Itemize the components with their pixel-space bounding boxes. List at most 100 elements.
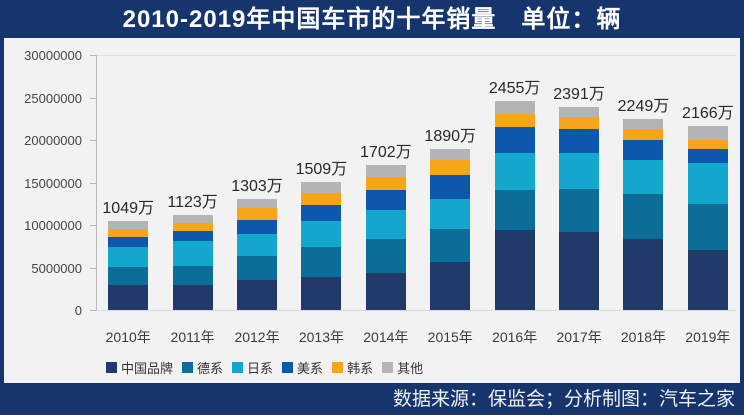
y-tick-mark (90, 140, 96, 141)
legend-item: 韩系 (332, 358, 373, 377)
bar-segment (430, 228, 471, 262)
bar-slot: 2391万 (547, 38, 611, 310)
bar-slot: 1702万 (354, 38, 418, 310)
bar-segment (559, 153, 600, 189)
y-tick-mark (90, 267, 96, 269)
bar-total-label: 1303万 (231, 178, 283, 196)
bar-segment (430, 149, 471, 161)
bar-segment (687, 125, 728, 141)
legend-item: 美系 (282, 358, 323, 377)
bar-segment (237, 199, 278, 208)
legend-label: 美系 (297, 361, 324, 376)
stacked-bar (108, 220, 149, 310)
legend-swatch (182, 362, 194, 373)
plot-panel: 0 5000000 10000000 15000000 20000000 25000000… (4, 38, 740, 383)
y-tick-mark (90, 310, 96, 311)
bar-segment (237, 220, 278, 235)
bar-segment (494, 113, 535, 128)
bar-segment (559, 188, 600, 232)
x-tick-label: 2014年 (363, 329, 409, 345)
bar-segment (623, 140, 664, 160)
bar-segment (172, 222, 213, 231)
bar-segment (559, 116, 600, 129)
stacked-bar (301, 181, 342, 310)
y-tick-mark (90, 225, 96, 226)
bar-segment (237, 256, 278, 280)
stacked-bar (172, 214, 213, 310)
bar-segment (108, 266, 149, 285)
y-tick-mark (90, 97, 96, 99)
legend: 中国品牌 德系 日系 美系 韩系 其他 (106, 358, 423, 377)
bar-total-label: 1509万 (295, 160, 348, 178)
legend-swatch (106, 362, 117, 373)
y-tick-label: 5000000 (31, 260, 82, 276)
bar-segment (108, 237, 149, 248)
bar-slot: 1890万 (418, 38, 482, 310)
bar-segment (494, 101, 535, 114)
bar-segment (494, 127, 535, 154)
stacked-bar (494, 101, 535, 310)
bar-slot: 1123万 (160, 38, 224, 310)
bar-total-label: 2249万 (617, 97, 670, 115)
bar-segment (623, 159, 664, 194)
bar-segment (108, 247, 149, 267)
legend-label: 中国品牌 (121, 361, 174, 376)
bar-segment (172, 240, 213, 267)
bar-segment (494, 190, 535, 231)
bar-segment (365, 238, 406, 273)
bar-segment (687, 250, 728, 310)
bar-segment (301, 205, 342, 222)
bar-segment (108, 229, 149, 238)
x-axis-line (96, 310, 736, 311)
x-tick-label: 2018年 (620, 329, 667, 345)
bar-segment (301, 181, 342, 193)
bar-segment (237, 207, 278, 221)
legend-item: 中国品牌 (106, 358, 173, 377)
legend-swatch (232, 362, 244, 373)
x-tick-label: 2015年 (427, 329, 473, 345)
bar-total-label: 2166万 (682, 104, 734, 122)
bar-segment (623, 118, 664, 129)
bar-segment (365, 190, 406, 211)
y-tick-label: 25000000 (24, 90, 82, 106)
bar-segment (365, 210, 406, 239)
bar-segment (623, 128, 664, 141)
bar-segment (301, 247, 342, 278)
x-tick-label: 2019年 (685, 329, 731, 345)
y-tick-label: 30000000 (24, 48, 82, 63)
x-tick-label: 2016年 (492, 329, 538, 345)
bar-segment (687, 162, 728, 205)
x-axis-labels: 2010年 2011年 2012年 2013年 2014年 2015年 2016年 2017年… (96, 327, 740, 347)
y-tick-label: 15000000 (24, 175, 82, 191)
bar-segment (494, 153, 535, 191)
x-tick-label: 2012年 (234, 329, 280, 345)
bar-segment (365, 165, 406, 177)
stacked-bar (430, 149, 471, 310)
bars-area: 1049万 1123万 1303万 1509万 1702万 1890万 2455万 2391万… (96, 38, 740, 310)
bar-segment (108, 220, 149, 230)
legend-item: 其他 (382, 358, 423, 377)
bar-segment (365, 272, 406, 310)
bar-segment (623, 239, 664, 310)
bar-segment (237, 234, 278, 257)
bar-segment (687, 140, 728, 149)
bar-segment (559, 106, 600, 117)
bar-slot: 2249万 (611, 38, 675, 310)
x-tick-label: 2017年 (556, 329, 602, 345)
bar-segment (687, 204, 728, 250)
bar-segment (301, 221, 342, 248)
bar-segment (108, 284, 149, 310)
y-axis-line (96, 55, 97, 311)
bar-segment (172, 266, 213, 285)
x-tick-label: 2010年 (105, 329, 151, 345)
y-tick-mark (90, 182, 96, 184)
bar-slot: 1303万 (225, 38, 289, 310)
bar-segment (559, 232, 600, 310)
legend-item: 日系 (232, 358, 273, 377)
y-tick-label: 0 (74, 303, 82, 318)
bar-slot: 1509万 (289, 38, 353, 310)
bar-segment (687, 148, 728, 163)
legend-label: 德系 (197, 361, 224, 376)
stacked-bar (687, 125, 728, 310)
